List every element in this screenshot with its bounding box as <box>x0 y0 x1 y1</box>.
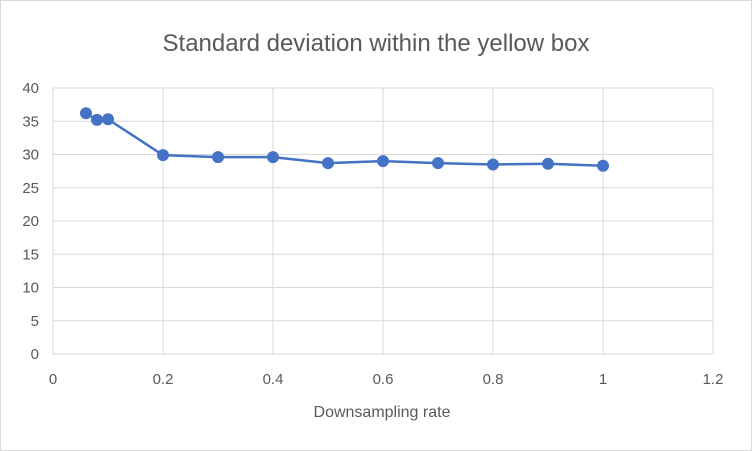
x-tick-label: 0.4 <box>263 371 284 388</box>
x-tick-label: 1.2 <box>703 371 724 388</box>
data-point <box>432 157 444 170</box>
y-tick-label: 15 <box>22 246 39 263</box>
y-tick-label: 10 <box>22 280 39 297</box>
data-point <box>597 159 609 172</box>
y-tick-label: 35 <box>22 113 39 130</box>
y-tick-label: 20 <box>22 213 39 230</box>
x-tick-label: 0.2 <box>153 371 174 388</box>
x-tick-label: 0 <box>49 371 57 388</box>
x-axis-title: Downsampling rate <box>314 404 451 421</box>
x-tick-label: 1 <box>599 371 607 388</box>
y-tick-label: 40 <box>22 80 39 97</box>
grid-lines <box>52 87 714 355</box>
data-point <box>80 107 92 120</box>
y-tick-label: 0 <box>31 346 39 363</box>
y-tick-label: 25 <box>22 180 39 197</box>
data-point <box>102 113 114 126</box>
y-tick-label: 5 <box>31 313 39 330</box>
data-point <box>267 151 279 164</box>
data-point <box>542 157 554 170</box>
data-point <box>91 113 103 126</box>
data-point <box>322 157 334 170</box>
data-point <box>157 149 169 162</box>
data-point <box>487 158 499 171</box>
series-layer <box>80 107 609 172</box>
y-tick-label: 30 <box>22 147 39 164</box>
y-axis-ticks: 0 5 10 15 20 25 30 35 40 <box>22 80 39 363</box>
chart-title: Standard deviation within the yellow box <box>163 30 590 57</box>
data-point <box>377 155 389 168</box>
x-tick-label: 0.8 <box>483 371 504 388</box>
data-point <box>212 151 224 164</box>
x-axis-ticks: 0 0.2 0.4 0.6 0.8 1 1.2 <box>49 371 724 388</box>
x-tick-label: 0.6 <box>373 371 394 388</box>
